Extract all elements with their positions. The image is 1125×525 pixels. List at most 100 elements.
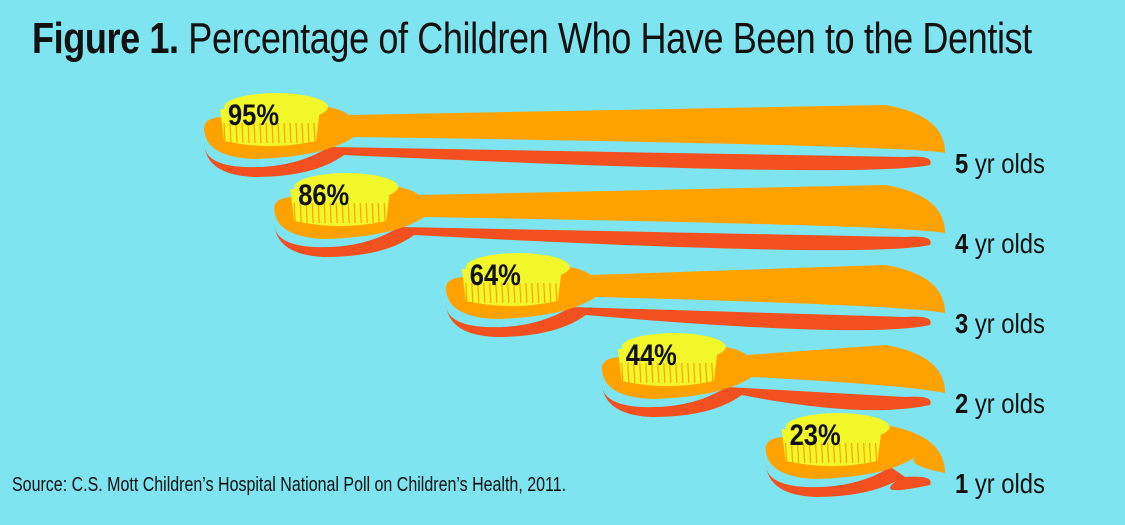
bristle-line bbox=[657, 362, 660, 384]
bristle-line bbox=[371, 202, 374, 224]
bristle-line bbox=[353, 202, 356, 224]
value-label: 64% bbox=[470, 258, 521, 291]
bristle-line bbox=[651, 362, 654, 384]
toothbrush-bar: 64% 3 yr olds bbox=[445, 253, 1045, 339]
bristle-line bbox=[815, 442, 818, 464]
bristle-line bbox=[821, 442, 824, 464]
bristle-line bbox=[301, 122, 304, 144]
bristle-line bbox=[335, 202, 338, 224]
source-note: Source: C.S. Mott Children’s Hospital Na… bbox=[12, 474, 567, 496]
bristle-line bbox=[711, 362, 714, 384]
bristles bbox=[220, 109, 320, 146]
bristle-line bbox=[851, 442, 854, 464]
handle-shadow bbox=[601, 383, 931, 417]
bristle-line bbox=[265, 122, 268, 144]
bristle-line bbox=[809, 442, 812, 464]
handle-shadow bbox=[274, 223, 931, 257]
bristle-line bbox=[477, 282, 480, 304]
value-label: 44% bbox=[626, 338, 677, 371]
bristle-line bbox=[525, 282, 528, 304]
bristle-line bbox=[705, 362, 708, 384]
bristle-line bbox=[507, 282, 510, 304]
bristle-line bbox=[383, 202, 386, 224]
bristle-line bbox=[797, 442, 800, 464]
chart-title: Figure 1. Percentage of Children Who Hav… bbox=[32, 14, 1032, 64]
toothbrush-bar: 95% 5 yr olds bbox=[204, 93, 1045, 179]
bristle-line bbox=[543, 282, 546, 304]
bristle-line bbox=[489, 282, 492, 304]
bristles bbox=[617, 349, 718, 386]
bristle-line bbox=[277, 122, 280, 144]
value-label: 86% bbox=[298, 178, 349, 211]
bristle-line bbox=[537, 282, 540, 304]
bristle-line bbox=[833, 442, 836, 464]
figure-label: Figure 1. bbox=[32, 14, 179, 63]
value-label: 95% bbox=[228, 98, 279, 131]
bristle-line bbox=[687, 362, 690, 384]
bristle-line bbox=[377, 202, 380, 224]
bristle-line bbox=[519, 282, 522, 304]
category-number: 5 bbox=[955, 147, 968, 179]
bristle-line bbox=[839, 442, 842, 464]
handle-shadow bbox=[445, 303, 931, 337]
category-suffix: yr olds bbox=[968, 227, 1045, 259]
bristle-line bbox=[241, 122, 244, 144]
category-label: 5 yr olds bbox=[955, 147, 1045, 179]
bristle-line bbox=[235, 122, 238, 144]
bristle-line bbox=[639, 362, 642, 384]
bristle-line bbox=[483, 282, 486, 304]
bristle-line bbox=[555, 282, 558, 304]
bristle-line bbox=[465, 282, 468, 304]
bristle-line bbox=[293, 202, 296, 224]
bristles bbox=[290, 189, 391, 226]
bristle-line bbox=[341, 202, 344, 224]
value-label: 23% bbox=[790, 418, 841, 451]
category-number: 3 bbox=[955, 307, 968, 339]
category-suffix: yr olds bbox=[968, 387, 1045, 419]
category-suffix: yr olds bbox=[968, 467, 1045, 499]
bristle-line bbox=[223, 122, 226, 144]
bristle-line bbox=[875, 442, 878, 464]
bristle-line bbox=[693, 362, 696, 384]
bristle-line bbox=[323, 202, 326, 224]
bristle-line bbox=[621, 362, 624, 384]
bristle-line bbox=[313, 122, 316, 144]
bristle-line bbox=[271, 122, 274, 144]
bristle-line bbox=[295, 122, 298, 144]
bristle-line bbox=[785, 442, 788, 464]
bristle-line bbox=[359, 202, 362, 224]
bristle-line bbox=[675, 362, 678, 384]
bristle-line bbox=[283, 122, 286, 144]
toothbrush-bar: 23% 1 yr olds bbox=[765, 413, 1045, 499]
bristle-line bbox=[869, 442, 872, 464]
bristle-line bbox=[229, 122, 232, 144]
bristle-line bbox=[669, 362, 672, 384]
bristle-line bbox=[347, 202, 350, 224]
bristle-line bbox=[289, 122, 292, 144]
bristle-line bbox=[305, 202, 308, 224]
bristle-line bbox=[645, 362, 648, 384]
toothbrush-bar: 44% 2 yr olds bbox=[601, 333, 1045, 419]
bristle-line bbox=[549, 282, 552, 304]
bristle-line bbox=[471, 282, 474, 304]
bristle-line bbox=[513, 282, 516, 304]
bristle-line bbox=[663, 362, 666, 384]
bristle-line bbox=[681, 362, 684, 384]
bristle-line bbox=[253, 122, 256, 144]
handle-shadow bbox=[204, 143, 931, 177]
bristle-line bbox=[699, 362, 702, 384]
bristle-line bbox=[863, 442, 866, 464]
category-number: 2 bbox=[955, 387, 968, 419]
category-suffix: yr olds bbox=[968, 147, 1045, 179]
bristle-line bbox=[633, 362, 636, 384]
bristle-line bbox=[827, 442, 830, 464]
bristles bbox=[781, 429, 882, 466]
bristle-line bbox=[317, 202, 320, 224]
bristle-line bbox=[365, 202, 368, 224]
bristle-line bbox=[627, 362, 630, 384]
title-text: Percentage of Children Who Have Been to … bbox=[188, 14, 1032, 63]
category-label: 1 yr olds bbox=[955, 467, 1045, 499]
category-number: 4 bbox=[955, 227, 969, 259]
bristle-line bbox=[857, 442, 860, 464]
